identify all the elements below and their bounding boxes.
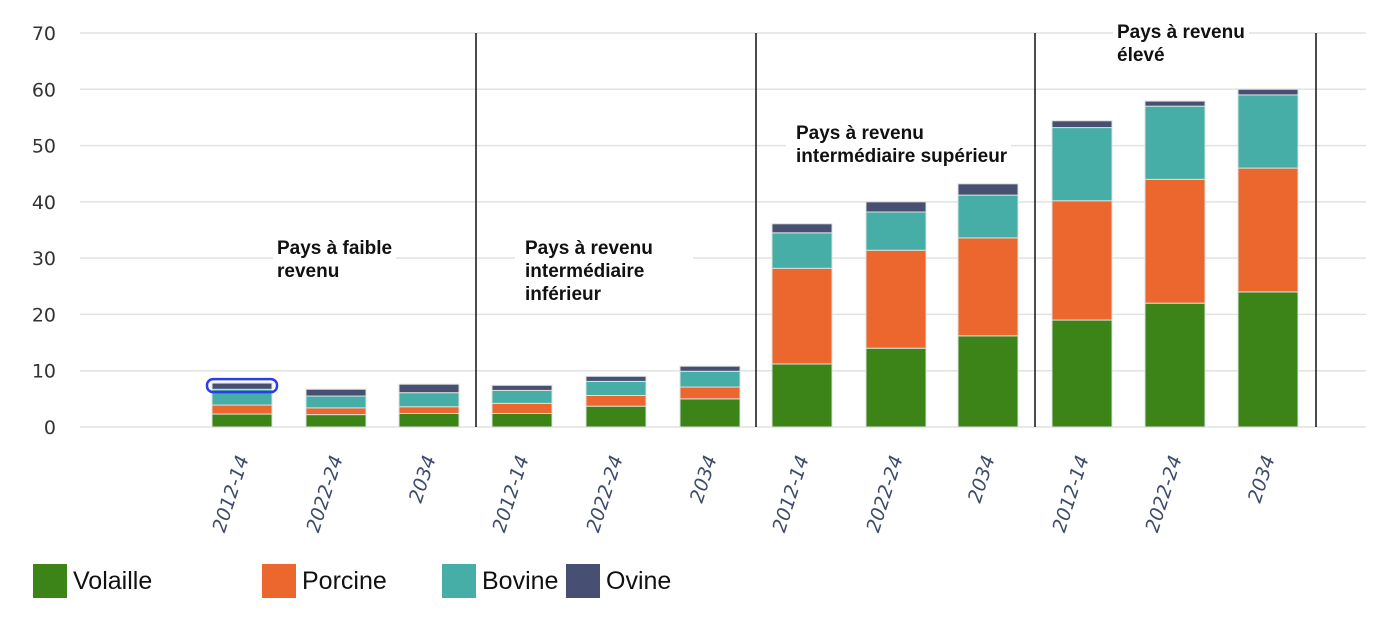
legend-swatch <box>262 564 296 598</box>
group-label-line: Pays à faible <box>277 238 393 259</box>
y-tick-label: 70 <box>32 23 56 45</box>
legend-item-porcine[interactable]: Porcine <box>262 564 387 598</box>
group-label-low-income: Pays à faible revenu <box>273 235 397 285</box>
bar-segment-porcine[interactable] <box>585 394 647 407</box>
y-tick-label: 40 <box>32 192 56 214</box>
bar-segment-bovine[interactable] <box>491 389 553 404</box>
bar-segment-volaille[interactable] <box>865 347 927 428</box>
bar-segment-volaille[interactable] <box>305 414 367 428</box>
bar-segment-ovine[interactable] <box>305 388 367 397</box>
legend-label: Bovine <box>482 566 559 595</box>
group-label-line: élevé <box>1117 45 1165 66</box>
x-tick-label: 2022-24 <box>1141 453 1186 535</box>
bar-segment-bovine[interactable] <box>1144 105 1206 180</box>
bar-segment-bovine[interactable] <box>305 395 367 409</box>
legend-label: Porcine <box>302 566 387 595</box>
bar-segment-volaille[interactable] <box>957 335 1019 428</box>
legend-swatch <box>33 564 67 598</box>
legend-item-ovine[interactable]: Ovine <box>566 564 671 598</box>
legend-swatch <box>566 564 600 598</box>
x-tick-label: 2012-14 <box>768 453 813 535</box>
bar-segment-ovine[interactable] <box>211 382 273 390</box>
bar-segment-bovine[interactable] <box>398 392 460 408</box>
bar-segment-volaille[interactable] <box>398 412 460 428</box>
bar-segment-ovine[interactable] <box>771 223 833 234</box>
bar-segment-bovine[interactable] <box>957 194 1019 239</box>
bar-segment-ovine[interactable] <box>679 365 741 372</box>
x-tick-label: 2034 <box>405 453 441 506</box>
bar-segment-volaille[interactable] <box>771 363 833 428</box>
bar-segment-ovine[interactable] <box>957 183 1019 196</box>
legend-label: Volaille <box>73 566 153 595</box>
bar-segment-porcine[interactable] <box>305 407 367 416</box>
legend-swatch <box>442 564 476 598</box>
bar-segment-porcine[interactable] <box>1144 178 1206 304</box>
group-label-line: intermédiaire supérieur <box>796 146 1008 167</box>
bar-segment-porcine[interactable] <box>771 267 833 365</box>
x-tick-label: 2034 <box>686 453 722 506</box>
bar-segment-porcine[interactable] <box>679 386 741 400</box>
selected-bar-highlight <box>205 377 279 394</box>
bar-segment-bovine[interactable] <box>679 370 741 388</box>
bar-segment-ovine[interactable] <box>491 384 553 391</box>
bar-segment-bovine[interactable] <box>771 232 833 269</box>
bar-segment-ovine[interactable] <box>1051 120 1113 129</box>
bar-segment-ovine[interactable] <box>1237 88 1299 96</box>
bar-segment-volaille[interactable] <box>1051 319 1113 428</box>
x-tick-label: 2022-24 <box>862 453 907 535</box>
x-tick-label: 2012-14 <box>1048 453 1093 535</box>
group-label-line: Pays à revenu <box>525 238 653 259</box>
group-label-high-income: Pays à revenu élevé <box>1113 19 1249 69</box>
x-tick-label: 2034 <box>964 453 1000 506</box>
group-label-line: intermédiaire <box>525 261 645 282</box>
bar-segment-porcine[interactable] <box>1237 167 1299 293</box>
bar-segment-volaille[interactable] <box>491 412 553 428</box>
bar-segment-volaille[interactable] <box>1237 291 1299 428</box>
bar-segment-bovine[interactable] <box>1051 127 1113 202</box>
legend-item-bovine[interactable]: Bovine <box>442 564 558 598</box>
bar-segment-ovine[interactable] <box>585 375 647 382</box>
x-tick-label: 2012-14 <box>488 453 533 535</box>
y-tick-label: 10 <box>32 361 56 383</box>
bar-segment-porcine[interactable] <box>211 404 273 415</box>
x-tick-label: 2034 <box>1244 453 1280 506</box>
group-label-upper-middle-income: Pays à revenu intermédiaire supérieur <box>786 120 1012 170</box>
x-tick-label: 2012-14 <box>208 453 253 535</box>
bar-segment-volaille[interactable] <box>585 405 647 428</box>
bar-segment-volaille[interactable] <box>1144 302 1206 428</box>
bar-segment-bovine[interactable] <box>865 211 927 251</box>
bar-segment-porcine[interactable] <box>957 237 1019 337</box>
group-label-line: revenu <box>277 261 340 282</box>
bar-segment-porcine[interactable] <box>491 402 553 414</box>
x-tick-label: 2022-24 <box>582 453 627 535</box>
bar-segment-bovine[interactable] <box>585 380 647 396</box>
y-tick-label: 50 <box>32 136 56 158</box>
bar-segment-volaille[interactable] <box>211 413 273 428</box>
group-label-line: Pays à revenu <box>796 123 924 144</box>
y-tick-label: 20 <box>32 304 56 326</box>
bar-segment-bovine[interactable] <box>1237 94 1299 169</box>
group-label-lower-middle-income: Pays à revenu intermédiaire inférieur <box>515 235 693 308</box>
y-tick-label: 60 <box>32 79 56 101</box>
bar-segment-porcine[interactable] <box>1051 200 1113 321</box>
bar-segment-ovine[interactable] <box>398 383 460 394</box>
y-tick-label: 30 <box>32 248 56 270</box>
legend-label: Ovine <box>606 566 672 595</box>
bar-segment-porcine[interactable] <box>398 406 460 414</box>
bar-segment-volaille[interactable] <box>679 398 741 428</box>
x-tick-label: 2022-24 <box>302 453 347 535</box>
bar-segment-porcine[interactable] <box>865 249 927 349</box>
bar-segment-ovine[interactable] <box>865 201 927 213</box>
group-label-line: inférieur <box>525 284 602 305</box>
group-label-line: Pays à revenu <box>1117 22 1245 43</box>
bar-segment-ovine[interactable] <box>1144 100 1206 107</box>
legend-item-volaille[interactable]: Volaille <box>33 564 152 598</box>
y-tick-label: 0 <box>44 417 56 439</box>
